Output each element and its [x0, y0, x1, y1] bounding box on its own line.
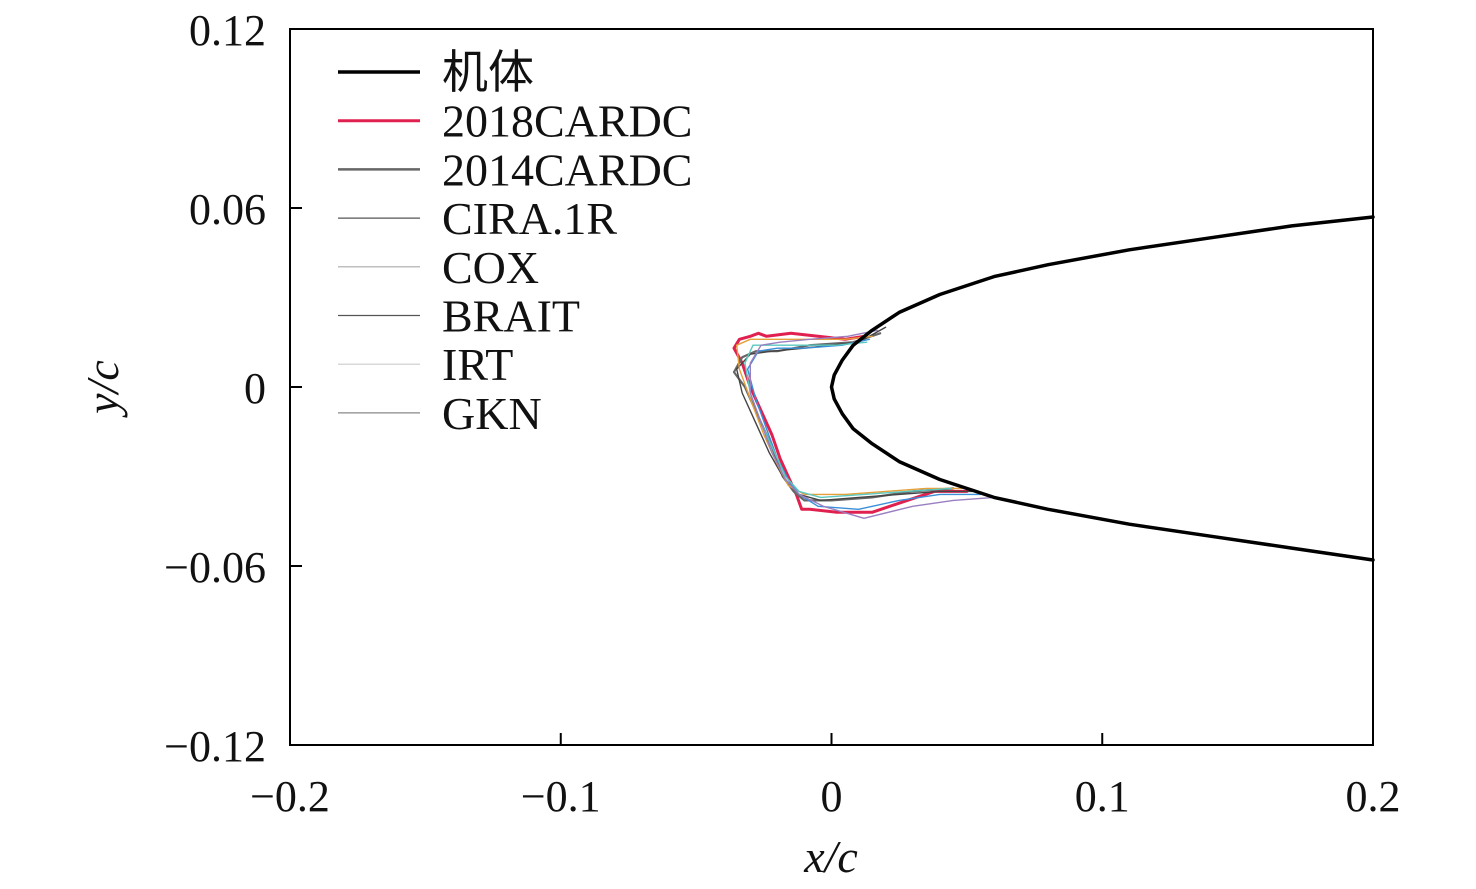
y-tick-label: 0.12	[189, 6, 266, 55]
series-line-7	[749, 329, 995, 519]
x-tick-label: −0.1	[521, 772, 601, 821]
series-layer	[732, 215, 1375, 562]
legend-label: COX	[442, 242, 539, 293]
legend-label: GKN	[442, 388, 542, 439]
legend-label: CIRA.1R	[442, 193, 617, 244]
y-tick-label: −0.12	[164, 722, 266, 771]
x-tick-label: 0.2	[1346, 772, 1401, 821]
y-tick-label: 0.06	[189, 185, 266, 234]
series-line-0	[829, 215, 1375, 562]
tick-layer: −0.2 −0.1 0 0.1 0.2 0.12 0.06 0 −0.06 −0.12	[164, 6, 1400, 821]
x-tick-label: −0.2	[250, 772, 330, 821]
x-axis-label: x/c	[803, 831, 858, 882]
y-tick-label: 0	[244, 364, 266, 413]
y-axis-label: y/c	[77, 360, 128, 418]
series-line-1	[732, 331, 969, 514]
legend-label: BRAIT	[442, 291, 580, 342]
legend-label: 2014CARDC	[442, 144, 692, 195]
legend-label: IRT	[442, 339, 513, 390]
legend-label: 机体	[442, 47, 534, 98]
series-line-4	[736, 335, 963, 496]
x-tick-label: 0	[821, 772, 843, 821]
legend: 机体2018CARDC2014CARDCCIRA.1RCOXBRAITIRTGK…	[338, 47, 692, 439]
x-tick-label: 0.1	[1075, 772, 1130, 821]
y-tick-label: −0.06	[164, 543, 266, 592]
series-line-5	[746, 338, 982, 510]
legend-label: 2018CARDC	[442, 96, 692, 147]
series-line-3	[736, 326, 973, 502]
